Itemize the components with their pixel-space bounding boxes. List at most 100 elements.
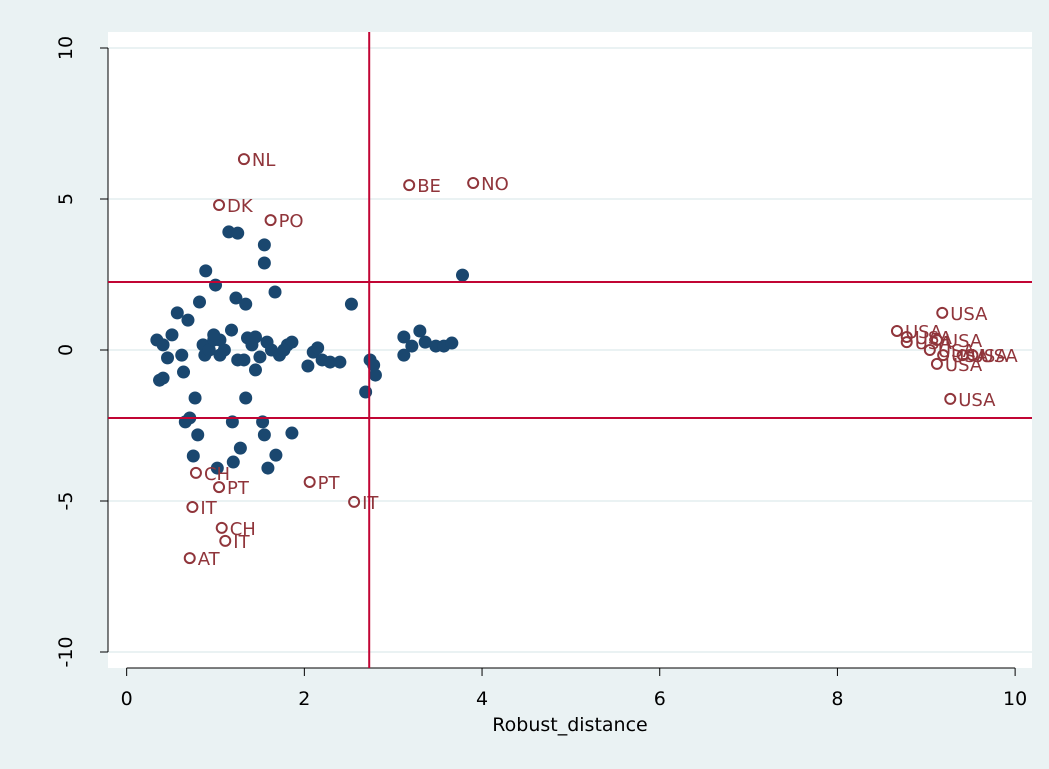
point bbox=[367, 358, 381, 372]
point-label: USA bbox=[945, 331, 983, 352]
point bbox=[186, 501, 199, 514]
point bbox=[333, 355, 347, 369]
point bbox=[253, 350, 267, 364]
point bbox=[186, 449, 200, 463]
point bbox=[301, 359, 315, 373]
point bbox=[261, 461, 275, 475]
x-tick-label: 4 bbox=[476, 688, 488, 710]
point bbox=[237, 153, 250, 166]
point-label: IT bbox=[233, 532, 250, 553]
point bbox=[413, 324, 427, 338]
x-tick-label: 0 bbox=[121, 688, 133, 710]
point-label: USA bbox=[971, 346, 1009, 367]
point-label: DK bbox=[227, 196, 254, 217]
point bbox=[348, 495, 361, 508]
point bbox=[209, 278, 223, 292]
point bbox=[213, 199, 226, 212]
point bbox=[418, 335, 432, 349]
point bbox=[189, 466, 202, 479]
point bbox=[226, 455, 240, 469]
point-label: PO bbox=[279, 211, 304, 232]
point bbox=[237, 353, 251, 367]
point bbox=[215, 521, 228, 534]
point bbox=[224, 323, 238, 337]
point bbox=[165, 328, 179, 342]
point bbox=[202, 343, 216, 357]
point bbox=[181, 313, 195, 327]
point-label: PT bbox=[318, 473, 341, 494]
point bbox=[175, 348, 189, 362]
point bbox=[368, 368, 382, 382]
point-label: IT bbox=[362, 493, 379, 514]
point bbox=[930, 357, 943, 370]
point bbox=[219, 534, 232, 547]
point bbox=[257, 238, 271, 252]
point bbox=[303, 475, 316, 488]
point bbox=[937, 349, 950, 362]
point bbox=[311, 341, 325, 355]
point bbox=[248, 363, 262, 377]
point bbox=[210, 461, 224, 475]
point bbox=[257, 256, 271, 270]
point bbox=[170, 306, 184, 320]
point bbox=[285, 426, 299, 440]
point bbox=[239, 297, 253, 311]
point bbox=[930, 334, 943, 347]
point bbox=[268, 285, 282, 299]
point-label: IT bbox=[200, 498, 217, 519]
point bbox=[188, 391, 202, 405]
point bbox=[213, 481, 226, 494]
point-label: USA bbox=[958, 390, 996, 411]
y-tick-label: 5 bbox=[55, 193, 77, 205]
point bbox=[900, 336, 913, 349]
point bbox=[344, 297, 358, 311]
point bbox=[285, 335, 299, 349]
point bbox=[966, 349, 979, 362]
point bbox=[944, 392, 957, 405]
point-label: USA bbox=[950, 304, 988, 325]
point bbox=[323, 355, 337, 369]
point bbox=[923, 344, 936, 356]
point bbox=[445, 336, 459, 350]
point bbox=[455, 268, 469, 282]
point bbox=[936, 306, 949, 319]
point bbox=[890, 324, 903, 337]
point bbox=[199, 264, 213, 278]
point bbox=[156, 338, 170, 352]
point-label: CH bbox=[230, 519, 256, 540]
point-label: NL bbox=[252, 150, 276, 171]
point bbox=[257, 428, 271, 442]
point bbox=[467, 176, 480, 189]
point bbox=[229, 291, 243, 305]
x-tick-label: 10 bbox=[1003, 688, 1027, 710]
y-tick-label: 0 bbox=[55, 344, 77, 356]
point bbox=[231, 226, 245, 240]
point-label: NO bbox=[481, 174, 509, 195]
point-label: USA bbox=[915, 328, 953, 349]
point bbox=[900, 331, 913, 344]
point bbox=[269, 448, 283, 462]
point-label: USA bbox=[980, 346, 1018, 367]
point bbox=[213, 348, 227, 362]
point bbox=[191, 428, 205, 442]
point bbox=[264, 214, 277, 227]
point bbox=[239, 391, 253, 405]
point bbox=[207, 328, 221, 342]
y-tick-label: -5 bbox=[55, 492, 77, 511]
point bbox=[397, 330, 411, 344]
point-label: USA bbox=[945, 355, 983, 376]
point bbox=[193, 295, 207, 309]
point bbox=[403, 179, 416, 192]
point-label: CH bbox=[204, 464, 230, 485]
point bbox=[233, 441, 247, 455]
point-label: AT bbox=[198, 549, 221, 570]
x-axis-title: Robust_distance bbox=[492, 714, 647, 736]
point bbox=[156, 371, 170, 385]
point-label: PT bbox=[227, 478, 250, 499]
point bbox=[405, 339, 419, 353]
point bbox=[277, 343, 291, 357]
y-tick-label: 10 bbox=[55, 36, 77, 60]
point bbox=[161, 351, 175, 365]
point bbox=[397, 348, 411, 362]
